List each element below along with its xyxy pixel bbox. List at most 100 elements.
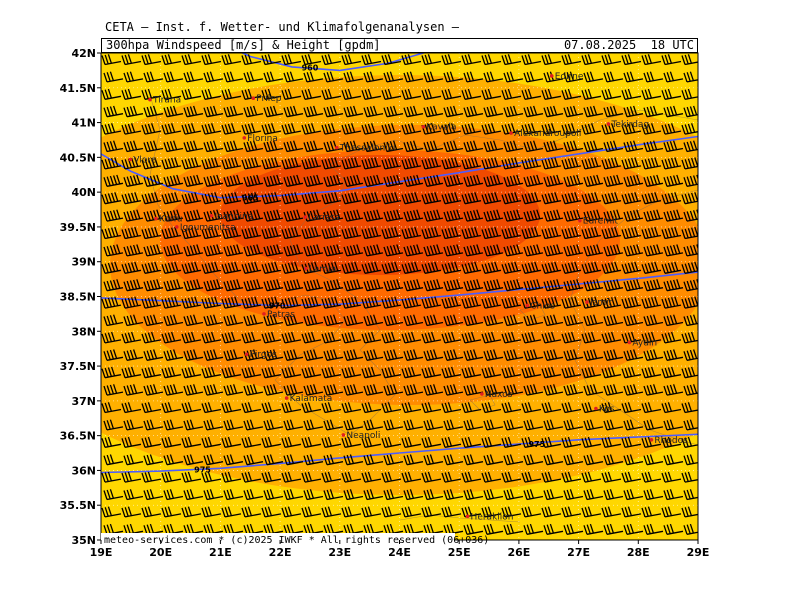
wind-barb bbox=[263, 140, 284, 153]
wind-barb bbox=[283, 105, 304, 118]
wind-barb bbox=[561, 123, 582, 135]
wind-barb bbox=[101, 123, 122, 135]
wind-barb bbox=[643, 314, 664, 327]
wind-barb bbox=[601, 471, 622, 483]
wind-barb bbox=[463, 349, 484, 361]
wind-barb bbox=[161, 54, 182, 66]
wind-barb bbox=[121, 88, 142, 100]
wind-barb bbox=[583, 244, 604, 257]
wind-barb bbox=[363, 71, 384, 83]
wind-barb bbox=[461, 506, 482, 518]
wind-barb bbox=[101, 366, 122, 379]
city-label: Thessaloniki bbox=[339, 144, 396, 154]
wind-barb bbox=[123, 174, 144, 187]
wind-barb bbox=[321, 192, 342, 205]
wind-barb bbox=[643, 209, 664, 222]
lat-ticks: 35N 35.5N 36N 36.5N 37N 37.5N 38N 38.5N 39N 39.5N… bbox=[60, 47, 101, 547]
wind-barb bbox=[541, 54, 562, 66]
wind-barb bbox=[641, 54, 662, 66]
wind-barb bbox=[621, 261, 642, 274]
wind-barb bbox=[363, 105, 384, 118]
wind-barb bbox=[181, 366, 202, 379]
wind-barb bbox=[263, 244, 284, 257]
wind-barb bbox=[183, 454, 204, 466]
wind-barb bbox=[541, 402, 562, 414]
product-title: 300hpa Windspeed [m/s] & Height [gpdm] bbox=[106, 38, 381, 52]
wind-barb bbox=[441, 471, 462, 483]
wind-barb bbox=[321, 506, 342, 518]
wind-barb bbox=[401, 88, 422, 100]
wind-barb bbox=[681, 123, 698, 135]
wind-barb bbox=[141, 261, 162, 274]
wind-barb bbox=[383, 105, 404, 118]
wind-barb bbox=[461, 192, 482, 205]
wind-barb bbox=[501, 471, 522, 483]
wind-barb bbox=[323, 279, 344, 292]
wind-barb bbox=[283, 349, 304, 361]
wind-barb bbox=[421, 366, 442, 379]
wind-barb bbox=[481, 402, 502, 414]
wind-barb bbox=[683, 244, 698, 257]
wind-barb bbox=[223, 349, 244, 361]
wind-barb bbox=[183, 105, 204, 118]
wind-barb bbox=[303, 71, 324, 83]
wind-barb bbox=[141, 54, 162, 66]
wind-barb bbox=[301, 436, 322, 448]
wind-barb bbox=[621, 436, 642, 448]
wind-barb bbox=[243, 349, 264, 361]
wind-barb bbox=[141, 331, 162, 344]
wind-barb bbox=[243, 454, 264, 466]
wind-barb bbox=[423, 523, 444, 535]
wind-barb bbox=[381, 506, 402, 518]
wind-barb bbox=[341, 331, 362, 344]
wind-barb bbox=[483, 140, 504, 153]
wind-barb bbox=[461, 157, 482, 170]
wind-barb bbox=[661, 471, 682, 483]
wind-barb bbox=[163, 384, 184, 396]
city-label: Izmir bbox=[590, 298, 613, 308]
wind-barb bbox=[123, 419, 144, 431]
wind-barb bbox=[301, 123, 322, 135]
wind-barb bbox=[163, 71, 184, 83]
wind-barb bbox=[221, 366, 242, 379]
wind-barb bbox=[383, 419, 404, 431]
wind-barb bbox=[603, 523, 624, 535]
city-marker bbox=[244, 352, 249, 357]
wind-barb bbox=[561, 366, 582, 379]
wind-barb bbox=[223, 523, 244, 535]
wind-barb bbox=[363, 244, 384, 257]
wind-barb bbox=[683, 105, 698, 118]
wind-barb bbox=[263, 349, 284, 361]
wind-barb bbox=[223, 279, 244, 292]
wind-barb bbox=[663, 523, 684, 535]
wind-barb bbox=[141, 402, 162, 414]
wind-barb bbox=[181, 331, 202, 344]
city-marker bbox=[577, 218, 582, 223]
wind-barb bbox=[641, 402, 662, 414]
wind-barb bbox=[523, 140, 544, 153]
wind-barb bbox=[103, 279, 124, 292]
wind-barb bbox=[683, 523, 698, 535]
wind-barb bbox=[543, 349, 564, 361]
wind-barb bbox=[243, 71, 264, 83]
wind-barb bbox=[543, 105, 564, 118]
wind-barb bbox=[443, 209, 464, 222]
wind-barb bbox=[643, 279, 664, 292]
wind-barb bbox=[221, 296, 242, 309]
wind-barb bbox=[623, 454, 644, 466]
wind-barb bbox=[341, 226, 362, 240]
wind-barb bbox=[121, 436, 142, 448]
wind-barb bbox=[243, 279, 264, 292]
header-institution: CETA — Inst. f. Wetter- und Klimafolgena… bbox=[105, 20, 460, 34]
wind-barb bbox=[661, 296, 682, 309]
wind-barb bbox=[283, 384, 304, 396]
wind-barb bbox=[563, 489, 584, 501]
city-label: Kos bbox=[599, 405, 615, 415]
wind-barb bbox=[623, 279, 644, 292]
wind-barb bbox=[661, 506, 682, 518]
wind-barb bbox=[281, 226, 302, 240]
wind-barb bbox=[641, 366, 662, 379]
wind-barb bbox=[403, 489, 424, 501]
wind-barb bbox=[143, 244, 164, 257]
lon-tick-label: 29E bbox=[687, 546, 710, 559]
